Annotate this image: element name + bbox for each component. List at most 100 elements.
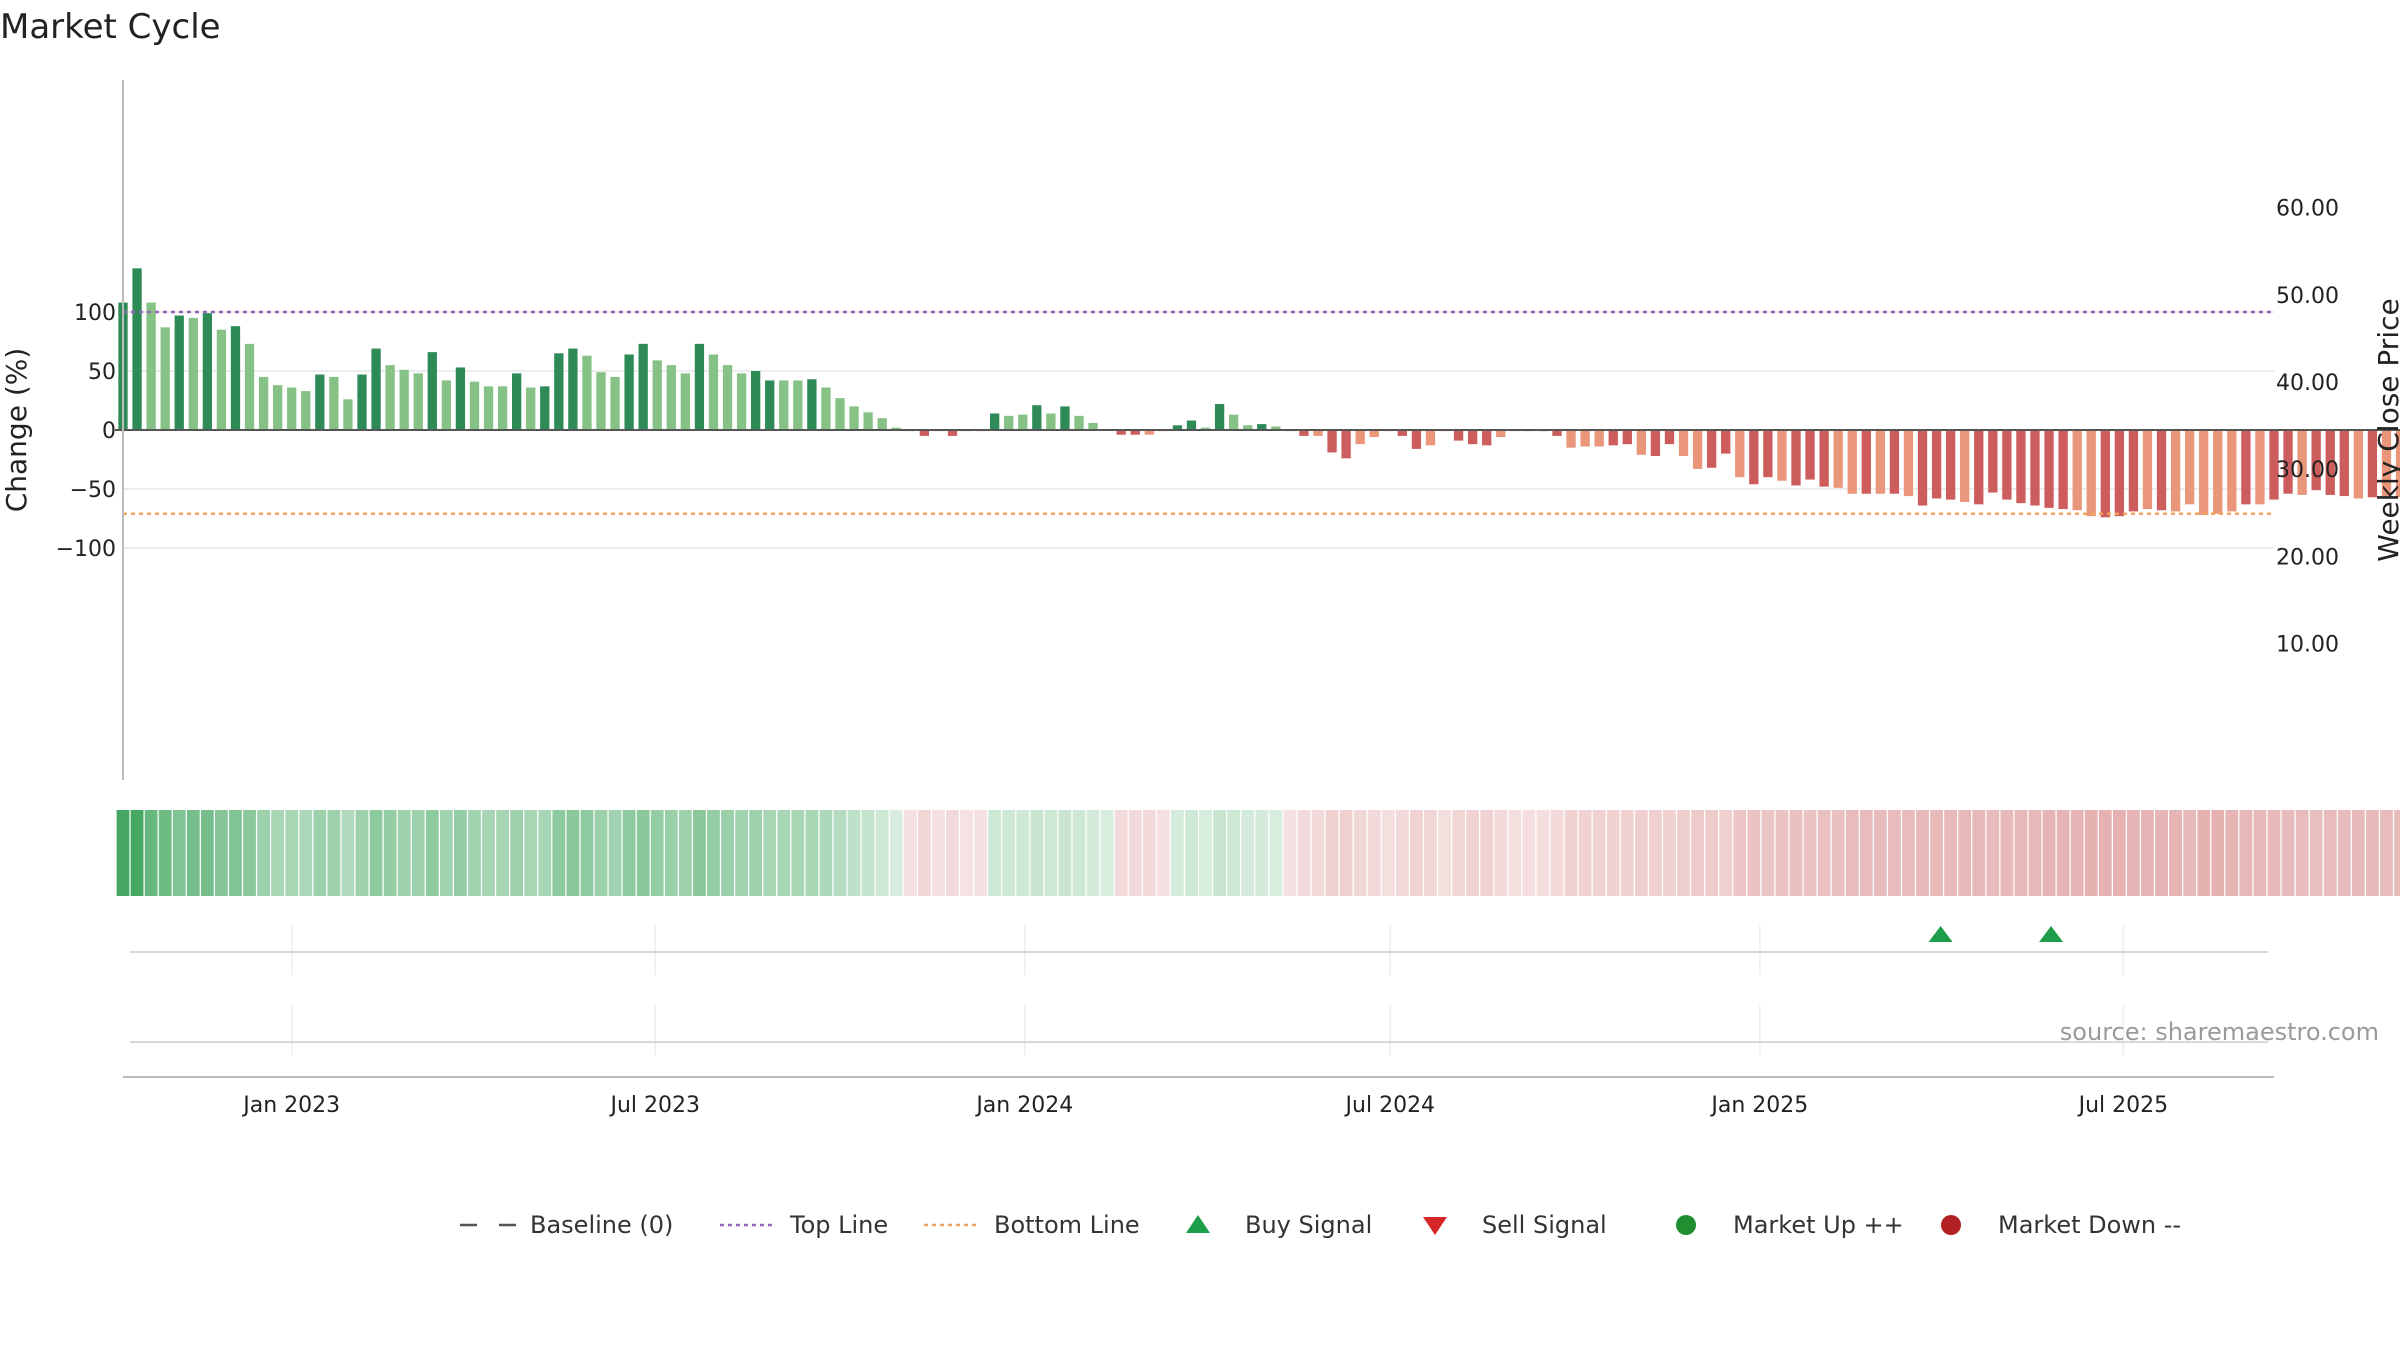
- cycle-strip-cell: [1213, 810, 1226, 896]
- bar: [750, 371, 761, 430]
- cycle-strip-cell: [1199, 810, 1212, 896]
- bar: [1425, 430, 1436, 446]
- cycle-strip-cell: [1016, 810, 1030, 896]
- cycle-strip-cell: [158, 810, 172, 896]
- bar: [1004, 415, 1014, 430]
- bar: [1088, 422, 1098, 430]
- bar: [638, 343, 648, 430]
- cycle-strip-cell: [1986, 810, 2000, 896]
- cycle-strip-cell: [805, 810, 819, 896]
- bar: [1341, 430, 1351, 459]
- bar: [1805, 430, 1815, 480]
- cycle-strip-cell: [144, 810, 158, 896]
- cycle-strip-cell: [1536, 810, 1550, 896]
- bar: [1847, 430, 1857, 494]
- cycle-strip-cell: [355, 810, 369, 896]
- bar: [2255, 430, 2265, 505]
- cycle-strip-cell: [2239, 810, 2253, 896]
- cycle-strip-cell: [1888, 810, 1901, 896]
- bar: [2086, 430, 2096, 517]
- bar: [1988, 430, 1998, 493]
- bar: [1257, 424, 1267, 430]
- bar: [216, 329, 227, 430]
- y2-tick-label: 50.00: [2276, 284, 2339, 309]
- legend-label: Market Up ++: [1733, 1211, 1904, 1239]
- bar: [779, 380, 789, 430]
- bar: [258, 376, 269, 430]
- bar: [540, 386, 550, 430]
- cycle-strip-cell: [1972, 810, 1986, 896]
- bar: [1889, 430, 1900, 494]
- cycle-strip-cell: [1564, 810, 1578, 896]
- reference-lines: [115, 310, 2400, 516]
- bar: [2325, 430, 2335, 495]
- legend-label: Sell Signal: [1482, 1211, 1607, 1239]
- cycle-strip-cell: [608, 810, 622, 896]
- cycle-strip-cell: [2351, 810, 2365, 896]
- bar: [2128, 430, 2139, 512]
- cycle-strip-cell: [735, 810, 748, 896]
- bar: [947, 430, 958, 436]
- bar: [1749, 430, 1759, 485]
- cycle-strip-cell: [215, 810, 228, 896]
- bar: [610, 376, 620, 430]
- legend-market-up-icon: [1676, 1215, 1696, 1235]
- bar: [483, 386, 494, 430]
- legend-market-down-icon: [1941, 1215, 1961, 1235]
- cycle-strip-cell: [341, 810, 355, 896]
- x-tick-label: Jul 2025: [2077, 1093, 2169, 1118]
- cycle-strip-cell: [721, 810, 734, 896]
- bar: [1313, 430, 1323, 436]
- bar: [146, 302, 156, 430]
- cycle-strip-cell: [482, 810, 495, 896]
- cycle-strip-cell: [496, 810, 509, 896]
- cycle-strip-cell: [1424, 810, 1437, 896]
- cycle-strip-cell: [116, 810, 130, 896]
- bar: [919, 430, 930, 436]
- bar: [807, 379, 817, 430]
- bar: [793, 380, 803, 430]
- cycle-strip-cell: [285, 810, 299, 896]
- bar: [371, 348, 381, 430]
- cycle-strip-cell: [2000, 810, 2014, 896]
- bar: [568, 348, 578, 430]
- bar: [2184, 430, 2195, 505]
- buy-signal-marker: [1928, 926, 1953, 942]
- bar: [1271, 426, 1281, 430]
- cycle-strip-cell: [2211, 810, 2225, 896]
- cycle-strip-cell: [454, 810, 467, 896]
- cycle-strip: [116, 810, 2400, 896]
- bar: [1819, 430, 1829, 487]
- bar: [2395, 430, 2400, 498]
- bar: [2381, 430, 2392, 497]
- cycle-strip-cell: [1227, 810, 1241, 896]
- bar: [624, 354, 634, 430]
- cycle-strip-cell: [1410, 810, 1423, 896]
- cycle-strip-cell: [1606, 810, 1620, 896]
- bar: [1903, 430, 1914, 497]
- cycle-strip-cell: [1114, 810, 1128, 896]
- bar: [132, 268, 142, 430]
- cycle-strip-cell: [1128, 810, 1142, 896]
- bar: [1116, 430, 1126, 435]
- cycle-strip-cell: [1367, 810, 1381, 896]
- cycle-strip-cell: [650, 810, 664, 896]
- cycle-strip-cell: [678, 810, 692, 896]
- cycle-strip-cell: [636, 810, 650, 896]
- bar: [244, 343, 255, 430]
- bar: [413, 373, 423, 430]
- bar: [2311, 430, 2321, 491]
- y2-tick-label: 60.00: [2276, 197, 2339, 222]
- y-tick-label: −100: [56, 537, 116, 562]
- bar: [1200, 427, 1211, 430]
- bar: [441, 380, 452, 430]
- bar: [2227, 430, 2237, 512]
- cycle-strip-cell: [1859, 810, 1873, 896]
- bar: [1243, 425, 1253, 430]
- cycle-strip-cell: [1733, 810, 1747, 896]
- bar: [554, 353, 564, 430]
- cycle-strip-cell: [524, 810, 538, 896]
- x-tick-label: Jul 2023: [608, 1093, 700, 1118]
- cycle-strip-cell: [791, 810, 805, 896]
- legend-label: Baseline (0): [530, 1211, 673, 1239]
